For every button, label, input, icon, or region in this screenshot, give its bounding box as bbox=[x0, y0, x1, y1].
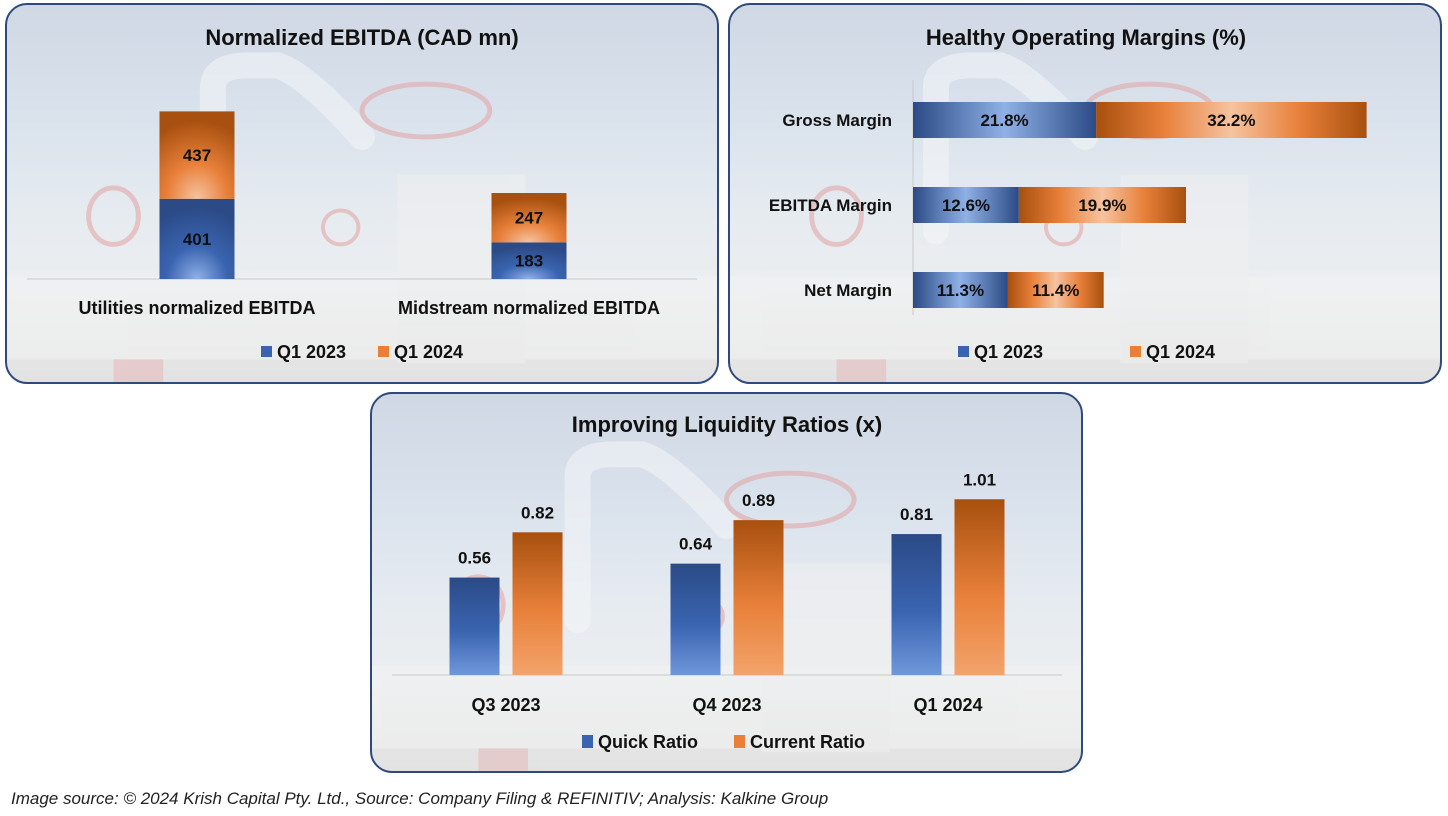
bar-q1-2024-1 bbox=[1018, 187, 1186, 223]
category-label: Q3 2023 bbox=[471, 695, 540, 715]
liquidity-chart: Improving Liquidity Ratios (x) 0.56 0.82 Q3… bbox=[372, 412, 1081, 771]
bar-current-ratio-0 bbox=[512, 532, 563, 675]
data-label: 183 bbox=[515, 252, 543, 271]
category-label: Net Margin bbox=[804, 281, 892, 300]
category-label: Q1 2024 bbox=[913, 695, 982, 715]
bar-q1-2023-2 bbox=[913, 272, 1008, 308]
bar-current-ratio-2 bbox=[954, 499, 1005, 675]
category-label: Midstream normalized EBITDA bbox=[398, 298, 660, 318]
background-pipeline-illustration bbox=[372, 441, 1081, 771]
legend-swatch-1 bbox=[1130, 346, 1141, 357]
data-label: 11.4% bbox=[1032, 281, 1079, 300]
bar-current-ratio-1 bbox=[733, 520, 784, 675]
bar-q1-2023-0 bbox=[159, 198, 235, 279]
legend-swatch-0 bbox=[261, 346, 272, 357]
legend-swatch-1 bbox=[378, 346, 389, 357]
legend-entry: Q1 2023 bbox=[974, 342, 1043, 362]
legend-entry: Q1 2024 bbox=[394, 342, 463, 362]
data-label: 401 bbox=[183, 230, 211, 249]
legend-entry: Quick Ratio bbox=[598, 732, 698, 752]
data-label: 437 bbox=[183, 146, 211, 165]
margins-chart-panel: Healthy Operating Margins (%) 21.8% 32.2% G… bbox=[728, 3, 1442, 384]
background-pipeline-illustration bbox=[730, 52, 1440, 382]
ebitda-chart: Normalized EBITDA (CAD mn) 401 437 Utilitie… bbox=[7, 25, 717, 382]
legend-entry: Current Ratio bbox=[750, 732, 865, 752]
image-source-footer: Image source: © 2024 Krish Capital Pty. … bbox=[11, 789, 829, 808]
data-label: 0.89 bbox=[742, 491, 775, 510]
legend-entry: Q1 2023 bbox=[277, 342, 346, 362]
bar-q1-2024-2 bbox=[1007, 272, 1104, 308]
chart-title: Normalized EBITDA (CAD mn) bbox=[205, 25, 518, 50]
bar-q1-2023-1 bbox=[913, 187, 1019, 223]
chart-title: Healthy Operating Margins (%) bbox=[926, 25, 1246, 50]
category-label: Utilities normalized EBITDA bbox=[78, 298, 315, 318]
bar-quick-ratio-2 bbox=[891, 534, 942, 675]
bar-q1-2023-0 bbox=[913, 102, 1097, 138]
data-label: 21.8% bbox=[980, 111, 1028, 130]
legend-swatch-0 bbox=[958, 346, 969, 357]
data-label: 32.2% bbox=[1207, 111, 1255, 130]
data-label: 19.9% bbox=[1078, 196, 1126, 215]
data-label: 0.81 bbox=[900, 505, 933, 524]
data-label: 0.56 bbox=[458, 549, 491, 568]
bar-quick-ratio-1 bbox=[670, 563, 721, 675]
margins-chart: Healthy Operating Margins (%) 21.8% 32.2% G… bbox=[730, 25, 1440, 382]
legend-entry: Q1 2024 bbox=[1146, 342, 1215, 362]
bar-q1-2024-0 bbox=[159, 111, 235, 199]
background-pipeline-illustration bbox=[7, 52, 717, 382]
data-label: 11.3% bbox=[937, 281, 984, 300]
data-label: 12.6% bbox=[942, 196, 990, 215]
bar-quick-ratio-0 bbox=[449, 577, 500, 675]
category-label: Gross Margin bbox=[782, 111, 892, 130]
ebitda-chart-panel: Normalized EBITDA (CAD mn) 401 437 Utilitie… bbox=[5, 3, 719, 384]
data-label: 0.82 bbox=[521, 503, 554, 522]
category-label: Q4 2023 bbox=[692, 695, 761, 715]
bar-q1-2024-1 bbox=[491, 193, 567, 243]
data-label: 247 bbox=[515, 209, 543, 228]
liquidity-chart-panel: Improving Liquidity Ratios (x) 0.56 0.82 Q3… bbox=[370, 392, 1083, 773]
legend-swatch-1 bbox=[734, 735, 745, 748]
bar-q1-2024-0 bbox=[1096, 102, 1367, 138]
data-label: 1.01 bbox=[963, 470, 996, 489]
legend-swatch-0 bbox=[582, 735, 593, 748]
chart-title: Improving Liquidity Ratios (x) bbox=[572, 412, 882, 437]
data-label: 0.64 bbox=[679, 535, 713, 554]
bar-q1-2023-1 bbox=[491, 242, 567, 279]
category-label: EBITDA Margin bbox=[769, 196, 892, 215]
